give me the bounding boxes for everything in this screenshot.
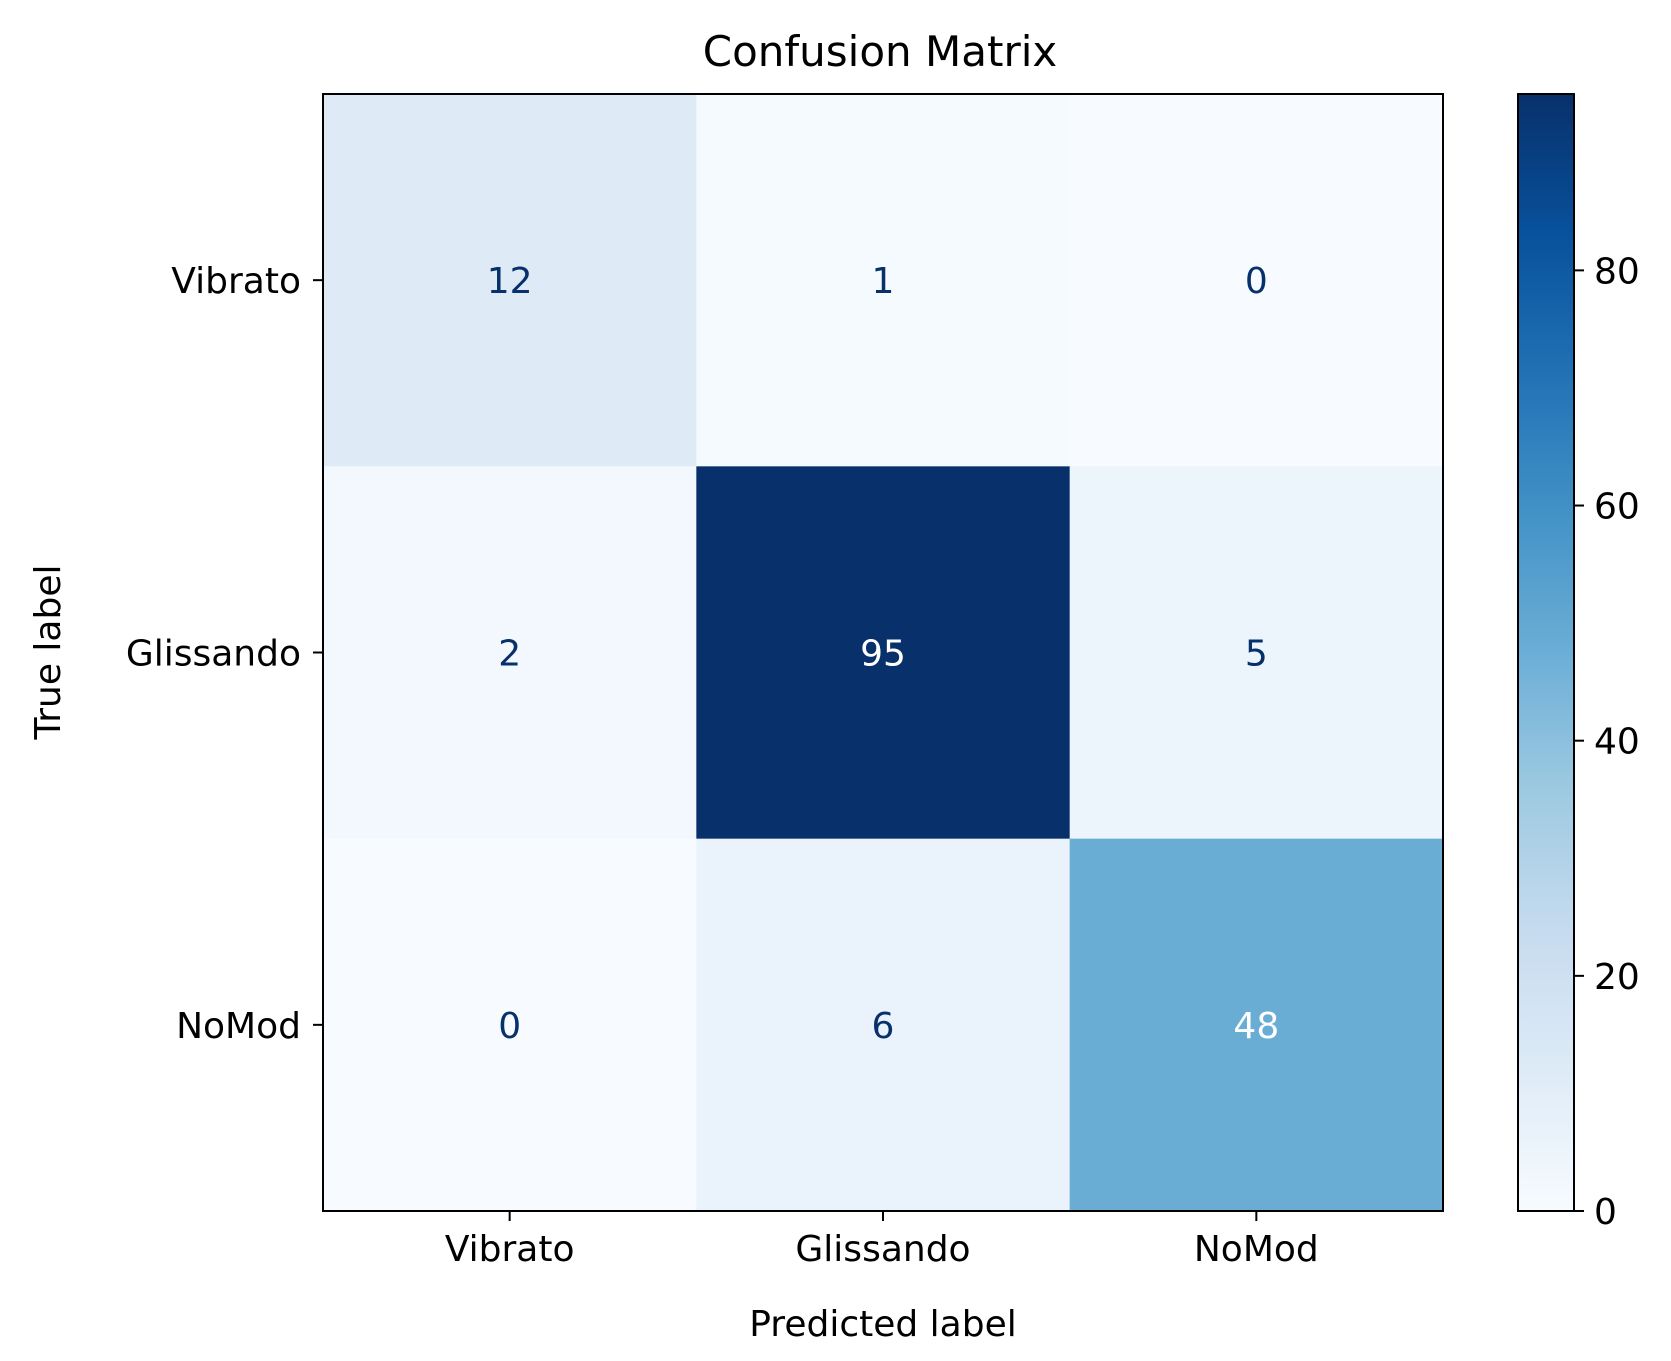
cell-value-label: 12	[487, 261, 533, 302]
cell-value-label: 6	[872, 1006, 895, 1047]
x-tick-label: Glissando	[795, 1229, 970, 1270]
matrix-cell	[1069, 838, 1444, 1212]
x-axis-ticks: Vibrato Glissando NoMod	[445, 1211, 1319, 1270]
matrix-cell-labels: 12 1 0 2 95 5 0 6 48	[487, 261, 1279, 1047]
y-tick-label: NoMod	[176, 1006, 301, 1047]
cell-value-label: 0	[498, 1006, 521, 1047]
colorbar-tick-label: 40	[1594, 722, 1640, 763]
y-tick-label: Vibrato	[171, 261, 301, 302]
matrix-cells	[323, 94, 1444, 1212]
chart-title: Confusion Matrix	[703, 27, 1058, 76]
x-tick-label: Vibrato	[445, 1229, 575, 1270]
y-axis-ticks: Vibrato Glissando NoMod	[126, 261, 323, 1047]
colorbar-tick-label: 20	[1594, 957, 1640, 998]
matrix-cell	[1069, 94, 1444, 467]
matrix-cell	[1069, 466, 1444, 840]
colorbar	[1517, 93, 1575, 1212]
matrix-cell	[323, 466, 697, 840]
x-axis-label: Predicted label	[749, 1304, 1017, 1345]
cell-value-label: 0	[1245, 261, 1268, 302]
colorbar-tick-label: 0	[1594, 1192, 1617, 1233]
cell-value-label: 48	[1233, 1006, 1279, 1047]
matrix-cell	[323, 94, 697, 467]
matrix-cell	[696, 94, 1071, 467]
y-tick-label: Glissando	[126, 634, 301, 675]
matrix-cell	[696, 466, 1071, 840]
cell-value-label: 95	[860, 634, 906, 675]
cell-value-label: 2	[498, 634, 521, 675]
colorbar-tick-label: 80	[1594, 251, 1640, 292]
x-tick-label: NoMod	[1194, 1229, 1319, 1270]
colorbar-ticks: 0 20 40 60 80	[1574, 251, 1640, 1233]
cell-value-label: 5	[1245, 634, 1268, 675]
cell-value-label: 1	[872, 261, 895, 302]
colorbar-tick-label: 60	[1594, 487, 1640, 528]
y-axis-label: True label	[28, 565, 69, 741]
matrix-cell	[323, 838, 697, 1212]
matrix-cell	[696, 838, 1071, 1212]
